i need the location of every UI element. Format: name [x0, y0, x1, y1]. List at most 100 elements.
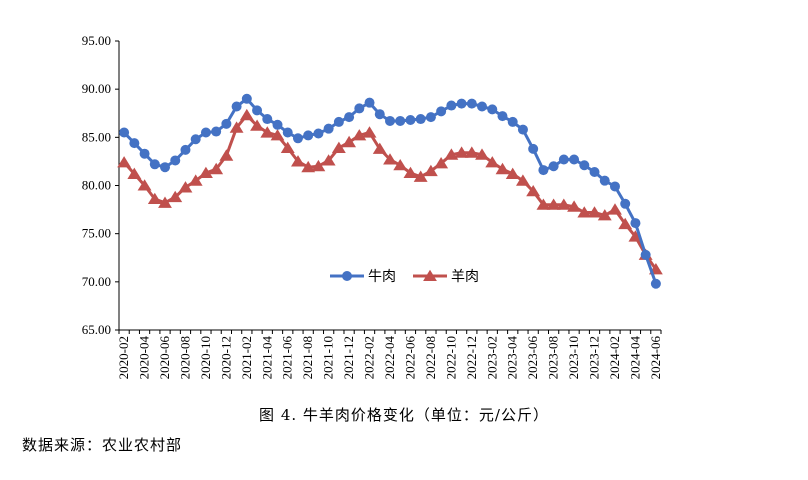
series-line	[122, 113, 658, 271]
data-point	[436, 106, 447, 117]
data-point	[313, 128, 324, 139]
data-point	[485, 156, 500, 168]
legend-item-beef: 牛肉	[330, 269, 396, 285]
x-tick-label: 2023-08	[546, 336, 561, 379]
data-point	[280, 141, 295, 153]
x-tick-label: 2020-06	[157, 336, 172, 380]
data-point	[178, 181, 193, 193]
data-point	[536, 198, 551, 210]
x-tick-label: 2022-10	[443, 336, 458, 379]
data-point	[383, 153, 397, 165]
data-point	[538, 165, 549, 176]
data-point	[170, 155, 181, 166]
data-point	[548, 161, 559, 172]
data-point	[597, 209, 612, 221]
data-point	[252, 105, 263, 116]
x-tick-label: 2024-02	[607, 336, 622, 379]
legend-marker	[342, 271, 352, 281]
series-beef	[119, 93, 661, 289]
data-point	[200, 127, 211, 138]
data-point	[301, 160, 316, 173]
data-point	[180, 144, 191, 155]
data-point	[129, 138, 140, 149]
data-point	[262, 114, 273, 125]
x-tick-label: 2020-08	[177, 336, 192, 379]
data-point	[464, 146, 479, 158]
data-point	[630, 218, 641, 229]
y-tick-label: 70.00	[82, 274, 111, 289]
x-tick-label: 2021-02	[239, 336, 254, 379]
data-point	[456, 98, 467, 109]
legend: 牛肉 羊肉	[330, 269, 479, 285]
data-point	[516, 174, 530, 186]
x-axis: 2020-02 2020-04 2020-06 2020-08 2020-10 2020-…	[116, 329, 663, 380]
data-point	[323, 123, 334, 134]
data-point	[190, 134, 201, 145]
data-point	[640, 249, 651, 260]
data-point	[139, 148, 150, 159]
data-point	[291, 155, 305, 167]
data-point	[477, 101, 488, 112]
data-point	[475, 148, 489, 160]
data-point	[609, 181, 620, 192]
data-point	[342, 135, 356, 148]
data-point	[393, 159, 408, 171]
data-point	[321, 154, 336, 166]
data-point	[272, 119, 283, 130]
y-tick-label: 75.00	[82, 226, 111, 241]
data-point	[505, 167, 520, 179]
data-point	[209, 162, 224, 175]
x-tick-label: 2022-06	[402, 336, 417, 380]
data-point	[497, 111, 508, 122]
x-tick-label: 2022-02	[362, 336, 377, 379]
data-point	[188, 174, 203, 186]
legend-label: 牛肉	[368, 269, 396, 285]
y-tick-label: 95.00	[82, 33, 111, 48]
data-point	[250, 119, 264, 131]
data-point	[528, 143, 539, 154]
data-point	[385, 115, 395, 126]
data-point	[507, 116, 518, 127]
x-tick-label: 2023-06	[525, 336, 540, 380]
y-tick-label: 85.00	[82, 129, 111, 144]
data-point	[558, 154, 569, 165]
legend-label: 羊肉	[451, 269, 479, 285]
data-point	[608, 203, 622, 215]
data-point	[444, 148, 459, 160]
data-point	[526, 185, 541, 197]
data-point	[311, 159, 326, 172]
data-point	[344, 112, 355, 123]
data-point	[168, 190, 183, 203]
data-point	[239, 108, 254, 121]
x-tick-label: 2022-08	[423, 336, 438, 379]
data-point	[517, 124, 528, 135]
data-point	[413, 170, 428, 182]
data-point	[466, 98, 477, 109]
series-mutton	[117, 108, 663, 275]
data-point	[119, 127, 130, 138]
data-point	[425, 112, 436, 123]
x-tick-label: 2023-02	[484, 336, 499, 379]
data-point	[303, 130, 314, 141]
data-point	[137, 179, 152, 191]
data-point	[331, 141, 346, 153]
data-point	[395, 115, 406, 126]
data-point	[424, 164, 438, 177]
legend-item-mutton: 羊肉	[413, 269, 479, 285]
data-point	[434, 157, 449, 169]
figure-caption: 图 4. 牛羊肉价格变化（单位：元/公斤）	[259, 406, 549, 424]
x-tick-label: 2023-12	[587, 336, 602, 379]
data-point	[117, 156, 131, 168]
data-point	[364, 97, 375, 108]
data-point	[405, 114, 416, 125]
data-point	[556, 198, 571, 210]
data-point	[487, 104, 498, 115]
price-line-chart: 65.00 70.00 75.00 80.00 85.00 90.00 95.00 2020…	[82, 33, 663, 380]
x-tick-label: 2021-04	[259, 336, 274, 380]
x-tick-label: 2022-12	[464, 336, 479, 379]
data-point	[260, 126, 275, 138]
y-axis: 65.00 70.00 75.00 80.00 85.00 90.00 95.00	[82, 33, 120, 337]
data-point	[292, 133, 303, 144]
data-point	[241, 93, 252, 104]
data-point	[569, 154, 580, 165]
